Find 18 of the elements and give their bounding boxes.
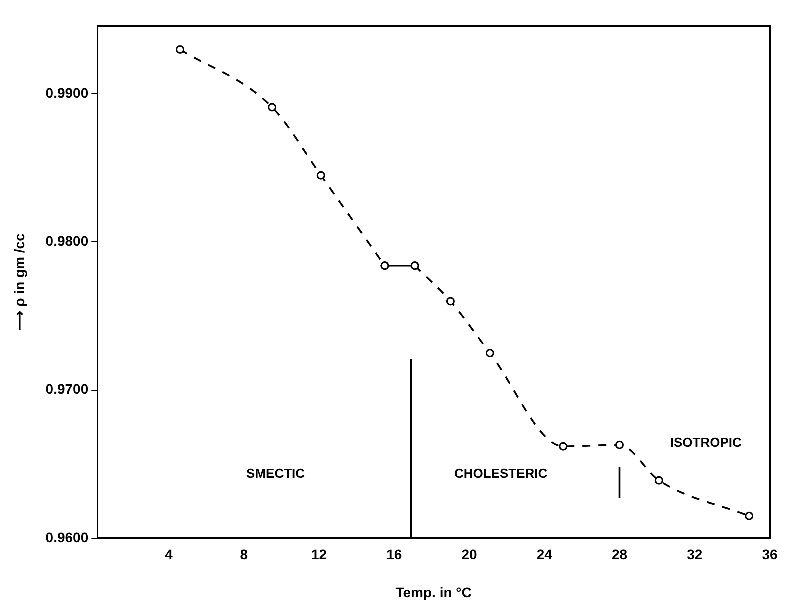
annotation: CHOLESTERIC [454,466,548,481]
x-tick-label: 16 [386,546,402,563]
x-tick-label: 32 [687,546,703,563]
annotation: SMECTIC [246,466,306,481]
y-axis-title: ⟶ ρ in gm /cc [11,233,28,331]
x-tick-label: 4 [165,546,174,563]
y-tick-label: 0.9900 [46,84,89,101]
x-tick-label: 24 [536,546,553,563]
x-tick-label: 36 [762,546,778,563]
annotation: ISOTROPIC [670,435,742,450]
x-tick-label: 20 [462,546,478,563]
y-tick-label: 0.9700 [46,381,89,398]
y-tick-label: 0.9800 [46,233,89,250]
x-tick-label: 8 [240,546,248,563]
x-tick-label: 12 [311,546,328,563]
y-tick-label: 0.9600 [46,529,89,546]
x-tick-label: 28 [612,546,628,563]
x-axis-title: Temp. in °C [396,584,472,600]
